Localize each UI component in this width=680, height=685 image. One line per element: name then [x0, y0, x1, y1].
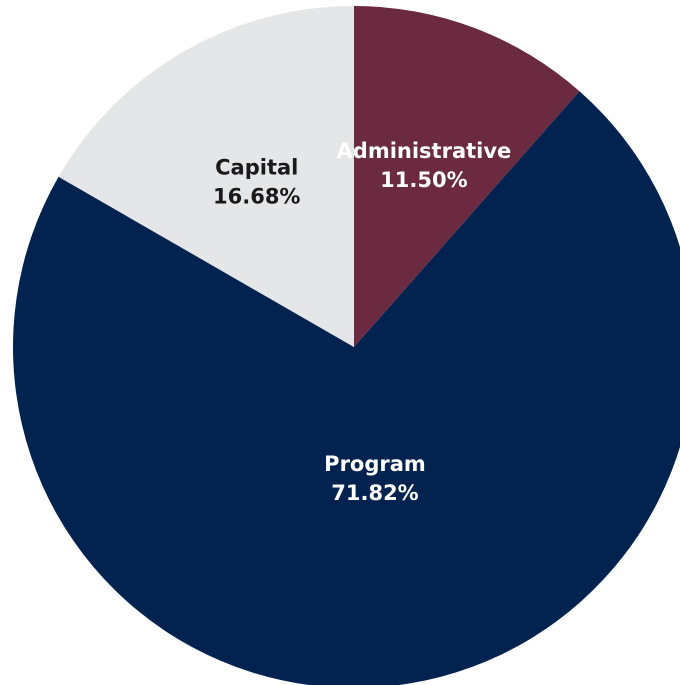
pie-slice-program [13, 91, 680, 685]
slice-label-capital: Capital [215, 156, 298, 180]
labels-layer: Administrative 11.50% Program 71.82% Capital… [213, 139, 511, 505]
slice-label-administrative: Administrative [337, 139, 512, 163]
slices-layer [13, 6, 680, 685]
slice-label-program: Program [324, 452, 426, 476]
slice-value-administrative: 11.50% [380, 168, 467, 192]
pie-slice-capital [58, 6, 354, 347]
slice-value-program: 71.82% [331, 481, 418, 505]
slice-value-capital: 16.68% [213, 185, 300, 209]
pie-slice-administrative [354, 6, 580, 347]
